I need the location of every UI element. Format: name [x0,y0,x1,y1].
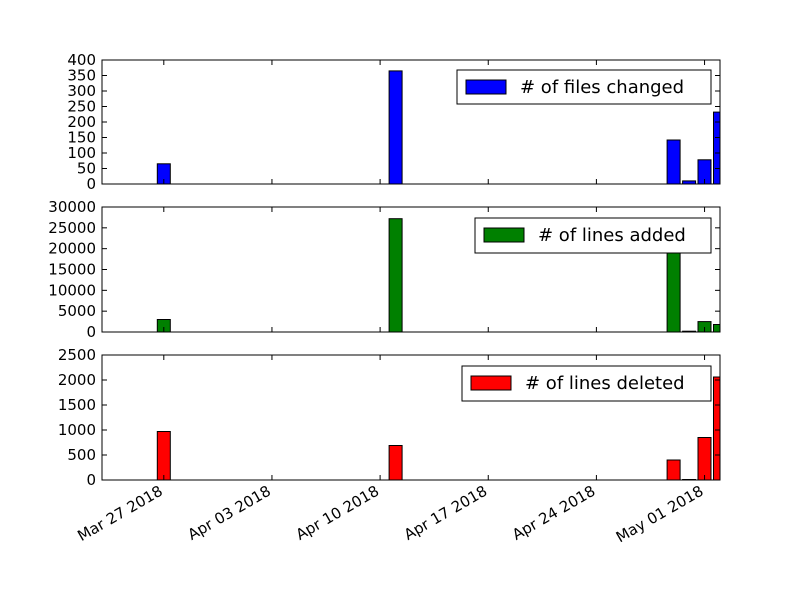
x-tick-label: Apr 17 2018 [401,482,490,544]
y-tick-label: 0 [86,175,96,193]
legend: # of lines deleted [461,365,712,402]
bars [156,376,720,480]
legend-label: # of files changed [520,77,684,98]
x-tick-label: Apr 10 2018 [293,482,382,544]
bar [713,324,720,332]
y-tick-label: 150 [67,129,96,147]
subplot-2: 0 5000 10000 15000 20000 25000 30000 # of lines… [48,198,721,341]
axes-frame [101,354,721,481]
x-tick-label: Mar 27 2018 [74,482,165,545]
bar [156,431,171,480]
legend-swatch [470,375,512,391]
x-tick-label: Apr 03 2018 [185,482,274,544]
y-tick-label: 300 [67,82,96,100]
legend: # of files changed [456,69,712,105]
y-tick-label: 25000 [48,219,96,237]
subplot-3: 0 500 1000 1500 2000 2500 # of lines deleted [58,346,721,489]
legend-label: # of lines added [538,225,686,246]
y-tick-label: 5000 [58,302,96,320]
y-tick-label: 350 [67,67,96,85]
y-tick-label: 250 [67,98,96,116]
bar [156,163,171,184]
bar [388,218,403,332]
legend-label: # of lines deleted [525,373,685,394]
y-tick-label: 0 [86,471,96,489]
y-tick-label: 2500 [58,346,96,364]
y-tick-label: 0 [86,323,96,341]
bar [713,376,720,480]
y-tick-label: 1500 [58,396,96,414]
bars [156,218,720,332]
x-tick-label: Apr 24 2018 [509,482,598,544]
bar [697,321,712,332]
legend-swatch [465,79,507,95]
y-tick-label: 500 [67,446,96,464]
y-tick-label: 15000 [48,261,96,279]
legend: # of lines added [474,217,712,254]
bar [697,437,712,480]
y-tick-label: 20000 [48,240,96,258]
bars [156,70,720,184]
bar [713,111,720,184]
bar [697,159,712,184]
y-tick-label: 10000 [48,281,96,299]
x-tick-label: May 01 2018 [613,482,707,546]
y-tick-label: 30000 [48,198,96,216]
y-tick-label: 50 [77,160,96,178]
y-tick-label: 400 [67,51,96,69]
bar [388,445,403,480]
bar [666,251,681,332]
y-tick-label: 200 [67,113,96,131]
bar [388,70,403,184]
y-tick-label: 1000 [58,421,96,439]
legend-swatch [483,227,525,243]
bar [666,459,681,480]
bar [666,139,681,184]
bar [156,319,171,332]
y-tick-label: 100 [67,144,96,162]
y-tick-label: 2000 [58,371,96,389]
